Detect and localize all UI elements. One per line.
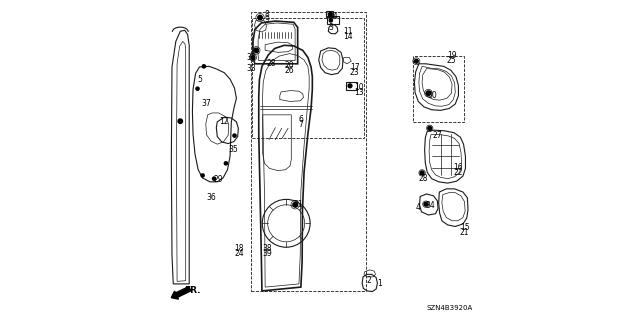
Text: 4: 4: [416, 203, 420, 212]
Circle shape: [254, 48, 259, 53]
Text: 16: 16: [453, 163, 463, 172]
Circle shape: [293, 203, 298, 207]
Circle shape: [348, 84, 352, 88]
Text: 20: 20: [284, 61, 294, 70]
Text: 34: 34: [425, 201, 435, 210]
Text: 28: 28: [419, 174, 428, 182]
Text: SZN4B3920A: SZN4B3920A: [427, 305, 473, 311]
Text: 23: 23: [350, 68, 360, 77]
Text: 25: 25: [447, 56, 456, 65]
Text: 9: 9: [264, 15, 269, 24]
Bar: [346, 82, 357, 90]
Bar: [413, 56, 464, 122]
Bar: [327, 16, 339, 24]
Text: FR.: FR.: [184, 286, 201, 295]
Circle shape: [328, 12, 332, 16]
Text: 32: 32: [246, 53, 256, 62]
Circle shape: [202, 65, 205, 68]
Circle shape: [420, 171, 424, 175]
Circle shape: [224, 162, 227, 165]
Text: 21: 21: [460, 228, 469, 237]
Text: 2: 2: [367, 276, 371, 285]
Text: 26: 26: [284, 66, 294, 75]
Text: 33: 33: [246, 64, 257, 73]
Circle shape: [428, 126, 431, 130]
Text: 27: 27: [433, 131, 442, 140]
Text: 14: 14: [343, 32, 353, 41]
Text: 12: 12: [219, 117, 228, 126]
Text: 36: 36: [207, 193, 216, 202]
Bar: [326, 11, 333, 17]
Text: 19: 19: [447, 51, 456, 60]
Text: 34: 34: [328, 12, 339, 21]
Text: 39: 39: [262, 249, 273, 258]
Text: 18: 18: [234, 244, 244, 253]
Circle shape: [212, 177, 216, 180]
Bar: [252, 18, 364, 138]
Text: 11: 11: [343, 27, 353, 36]
Circle shape: [201, 174, 204, 177]
Text: 8: 8: [264, 10, 269, 19]
Text: 29: 29: [214, 175, 223, 184]
Circle shape: [233, 134, 236, 137]
Text: 1: 1: [377, 279, 381, 288]
Text: 28: 28: [266, 59, 276, 68]
Text: 30: 30: [428, 91, 438, 100]
Text: 7: 7: [298, 120, 303, 129]
Circle shape: [424, 202, 428, 206]
Text: 35: 35: [228, 145, 239, 154]
Bar: [252, 12, 366, 291]
Text: 17: 17: [350, 63, 360, 72]
Circle shape: [329, 19, 332, 22]
Text: 5: 5: [197, 75, 202, 84]
Text: 24: 24: [234, 249, 244, 258]
Text: 22: 22: [453, 168, 463, 177]
FancyArrow shape: [172, 286, 191, 299]
Text: 15: 15: [460, 223, 469, 232]
Circle shape: [415, 59, 419, 63]
Text: 10: 10: [354, 83, 364, 92]
Text: 31: 31: [294, 200, 303, 209]
Circle shape: [426, 91, 431, 95]
Text: 3: 3: [328, 23, 333, 32]
Text: 37: 37: [202, 99, 211, 108]
Text: 13: 13: [354, 88, 364, 97]
Text: 38: 38: [262, 244, 272, 253]
Circle shape: [251, 56, 255, 59]
Circle shape: [178, 119, 182, 123]
Text: 6: 6: [298, 115, 303, 124]
Circle shape: [196, 87, 199, 90]
Circle shape: [258, 15, 262, 20]
